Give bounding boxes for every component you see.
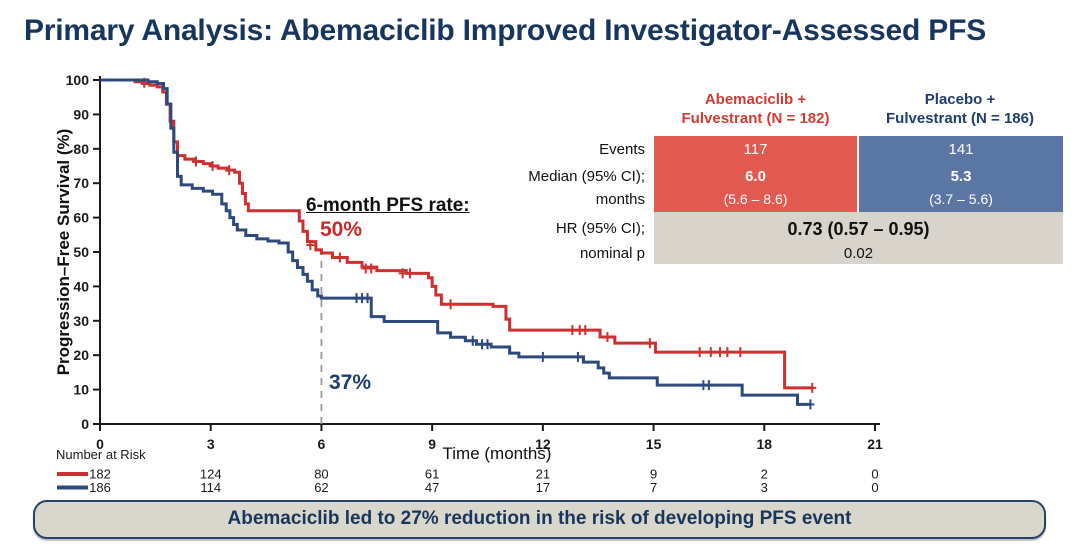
placebo-risk-count: 3 xyxy=(761,480,768,495)
hr-value-cell: 0.73 (0.57 – 0.95) 0.02 xyxy=(654,212,1063,264)
median-placebo-value: 5.3 (3.7 – 5.6) xyxy=(857,163,1063,212)
x-tick-label: 9 xyxy=(428,436,436,452)
abemaciclib-risk-count: 124 xyxy=(200,467,222,482)
x-tick-label: 0 xyxy=(96,436,104,452)
y-tick-label: 60 xyxy=(73,210,89,226)
y-tick-label: 10 xyxy=(73,382,89,398)
conclusion-banner: Abemaciclib led to 27% reduction in the … xyxy=(33,500,1046,539)
y-tick-label: 40 xyxy=(73,278,89,294)
y-tick-label: 20 xyxy=(73,347,89,363)
y-axis-title: Progression–Free Survival (%) xyxy=(54,128,73,376)
placebo-risk-count: 114 xyxy=(200,480,221,495)
stats-header-spacer xyxy=(460,84,654,136)
number-at-risk-values: 182 124 80 61 21 9 2 0 186 114 62 47 17 7 3 0 xyxy=(57,467,879,495)
placebo-risk-count: 47 xyxy=(425,480,439,495)
y-tick-label: 0 xyxy=(81,416,89,432)
abemaciclib-risk-count: 61 xyxy=(425,467,439,482)
placebo-risk-count: 62 xyxy=(314,480,328,495)
x-tick-label: 15 xyxy=(646,436,662,452)
six-month-pfs-annotation: 6-month PFS rate: xyxy=(306,195,470,216)
x-tick-label: 3 xyxy=(207,436,215,452)
number-at-risk-label: Number at Risk xyxy=(56,447,146,462)
placebo-rate-value: 37% xyxy=(329,371,372,394)
survival-curves xyxy=(100,77,817,410)
y-tick-label: 50 xyxy=(73,244,89,260)
placebo-column-header: Placebo + Fulvestrant (N = 186) xyxy=(886,91,1034,127)
events-abemaciclib-value: 117 xyxy=(654,136,857,163)
abemaciclib-risk-count: 9 xyxy=(650,467,657,482)
abemaciclib-rate-value: 50% xyxy=(320,218,363,241)
median-row-label: Median (95% CI); months xyxy=(528,168,645,208)
placebo-risk-count: 17 xyxy=(536,480,550,495)
y-tick-label: 100 xyxy=(66,72,90,88)
x-tick-label: 21 xyxy=(867,436,883,452)
y-tick-label: 30 xyxy=(73,313,89,329)
statistics-table: Abemaciclib + Fulvestrant (N = 182) Plac… xyxy=(460,84,1063,264)
placebo-risk-count: 186 xyxy=(89,480,111,495)
y-tick-label: 90 xyxy=(73,106,89,122)
hr-row-label: HR (95% CI); nominal p xyxy=(555,220,645,262)
page-title: Primary Analysis: Abemaciclib Improved I… xyxy=(24,14,987,47)
x-tick-label: 6 xyxy=(318,436,326,452)
y-tick-label: 80 xyxy=(73,141,89,157)
y-tick-label: 70 xyxy=(73,175,89,191)
abemaciclib-risk-count: 182 xyxy=(89,467,111,482)
x-axis-title: Time (months) xyxy=(442,444,552,463)
placebo-risk-count: 0 xyxy=(871,480,878,495)
abemaciclib-column-header: Abemaciclib + Fulvestrant (N = 182) xyxy=(681,91,830,127)
events-row-label: Events xyxy=(599,141,645,158)
abemaciclib-risk-count: 2 xyxy=(761,467,768,482)
placebo-curve xyxy=(100,78,811,406)
abemaciclib-risk-count: 21 xyxy=(536,467,550,482)
events-placebo-value: 141 xyxy=(857,136,1063,163)
x-tick-label: 12 xyxy=(535,436,551,452)
axes: 0 10 20 30 40 50 60 70 80 90 100 0 3 6 9 12 15 18 21 xyxy=(66,72,883,452)
abemaciclib-risk-count: 0 xyxy=(871,467,878,482)
x-tick-label: 18 xyxy=(756,436,772,452)
median-abemaciclib-value: 6.0 (5.6 – 8.6) xyxy=(654,163,857,212)
abemaciclib-risk-count: 80 xyxy=(314,467,328,482)
placebo-risk-count: 7 xyxy=(650,480,657,495)
